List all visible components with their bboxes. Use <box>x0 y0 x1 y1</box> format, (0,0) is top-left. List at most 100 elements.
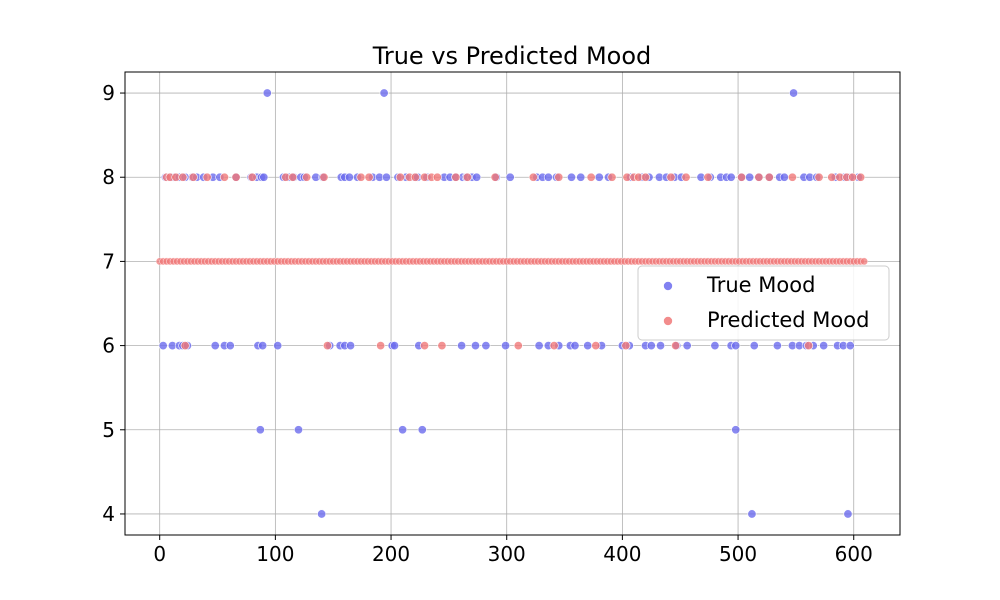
true-mood-point <box>543 172 553 182</box>
true-mood-point <box>594 172 604 182</box>
predicted-mood-point <box>410 172 420 182</box>
predicted-mood-point <box>528 172 538 182</box>
true-mood-point <box>273 341 283 351</box>
legend: True Mood Predicted Mood <box>637 265 890 341</box>
legend-label-true: True Mood <box>706 273 815 297</box>
predicted-mood-point <box>764 172 774 182</box>
predicted-mood-point <box>180 341 190 351</box>
true-mood-point <box>534 341 544 351</box>
y-tick-label: 9 <box>102 81 115 105</box>
true-mood-point <box>379 88 389 98</box>
true-mood-point <box>845 341 855 351</box>
y-axis: 4 5 6 7 8 9 <box>102 81 125 526</box>
true-mood-point <box>505 172 515 182</box>
predicted-mood-point <box>364 172 374 182</box>
x-axis: 0 100 200 300 400 500 600 <box>153 535 873 566</box>
predicted-mood-point <box>302 172 312 182</box>
true-mood-point <box>255 425 265 435</box>
predicted-mood-point <box>737 172 747 182</box>
predicted-mood-point <box>437 341 447 351</box>
series-predicted-mood <box>162 172 866 351</box>
predicted-mood-point <box>513 341 523 351</box>
true-mood-point <box>819 341 829 351</box>
predicted-mood-point <box>814 172 824 182</box>
true-mood-point <box>344 172 354 182</box>
true-mood-point <box>262 88 272 98</box>
true-mood-point <box>576 172 586 182</box>
predicted-mood-point <box>586 172 596 182</box>
predicted-mood-point <box>202 172 212 182</box>
true-mood-point <box>726 172 736 182</box>
predicted-mood-point <box>703 172 713 182</box>
true-mood-point <box>749 341 759 351</box>
true-mood-point <box>417 425 427 435</box>
true-mood-point <box>566 172 576 182</box>
x-tick-label: 0 <box>153 542 166 566</box>
predicted-mood-point <box>322 341 332 351</box>
predicted-mood-point <box>420 341 430 351</box>
legend-marker-true <box>663 281 673 291</box>
true-mood-point <box>501 341 511 351</box>
predicted-mood-point <box>848 172 858 182</box>
predicted-mood-point <box>804 341 814 351</box>
predicted-mood-point <box>462 172 472 182</box>
true-mood-point <box>481 341 491 351</box>
predicted-mood-point <box>376 341 386 351</box>
true-mood-point <box>570 341 580 351</box>
true-mood-point <box>258 341 268 351</box>
x-tick-label: 100 <box>256 542 294 566</box>
true-mood-point <box>682 341 692 351</box>
plot-frame <box>124 71 901 536</box>
predicted-mood-point <box>247 172 257 182</box>
predicted-mood-point <box>490 172 500 182</box>
true-mood-point <box>843 509 853 519</box>
y-tick-label: 4 <box>102 502 115 526</box>
y-tick-label: 7 <box>102 249 115 273</box>
predicted-mood-point <box>432 172 442 182</box>
predicted-mood-point <box>178 172 188 182</box>
true-mood-point <box>583 341 593 351</box>
predicted-mood-point <box>591 341 601 351</box>
true-mood-point <box>457 341 467 351</box>
true-mood-point <box>789 88 799 98</box>
predicted-mood-point <box>754 172 764 182</box>
true-mood-point <box>731 341 741 351</box>
true-mood-point <box>398 425 408 435</box>
x-tick-label: 600 <box>835 542 873 566</box>
predicted-mood-point <box>395 172 405 182</box>
legend-box <box>637 265 890 341</box>
y-tick-label: 8 <box>102 165 115 189</box>
true-mood-point <box>210 341 220 351</box>
true-mood-point <box>294 425 304 435</box>
predicted-mood-point <box>621 341 631 351</box>
true-mood-point <box>731 425 741 435</box>
x-tick-label: 500 <box>719 542 757 566</box>
true-mood-point <box>772 341 782 351</box>
true-mood-point <box>646 341 656 351</box>
chart-title: True vs Predicted Mood <box>372 42 652 70</box>
true-mood-point <box>259 172 269 182</box>
predicted-mood-point <box>288 172 298 182</box>
x-tick-label: 400 <box>603 542 641 566</box>
true-mood-point <box>779 172 789 182</box>
true-mood-point <box>225 341 235 351</box>
y-tick-label: 5 <box>102 418 115 442</box>
true-mood-point <box>470 341 480 351</box>
true-mood-point <box>381 172 391 182</box>
predicted-mood-point <box>219 172 229 182</box>
true-mood-point <box>745 172 755 182</box>
predicted-mood-point <box>607 172 617 182</box>
true-mood-point <box>390 341 400 351</box>
x-tick-label: 200 <box>372 542 410 566</box>
legend-label-predicted: Predicted Mood <box>707 308 869 332</box>
true-mood-point <box>710 341 720 351</box>
predicted-mood-point <box>319 172 329 182</box>
predicted-mood-point <box>681 172 691 182</box>
predicted-mood-point <box>641 172 651 182</box>
predicted-mood-point <box>856 172 866 182</box>
true-mood-point <box>656 341 666 351</box>
y-tick-label: 6 <box>102 334 115 358</box>
predicted-mood-point <box>671 341 681 351</box>
scatter-points <box>155 88 868 519</box>
